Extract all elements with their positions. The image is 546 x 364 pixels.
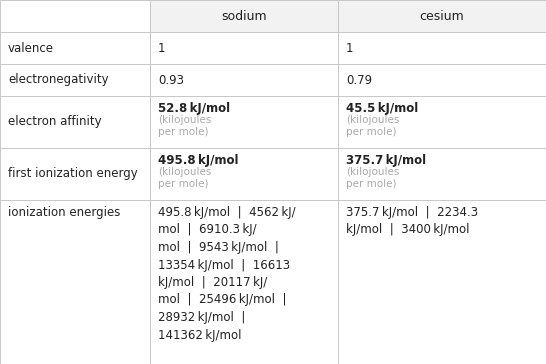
Text: ionization energies: ionization energies bbox=[8, 206, 120, 219]
Bar bbox=[338, 0, 546, 32]
Text: (kilojoules
per mole): (kilojoules per mole) bbox=[346, 167, 399, 189]
Bar bbox=[0, 64, 150, 96]
Bar bbox=[150, 148, 338, 200]
Text: 1: 1 bbox=[346, 41, 353, 55]
Bar bbox=[0, 148, 150, 200]
Bar bbox=[338, 200, 546, 364]
Bar bbox=[0, 96, 150, 148]
Text: 52.8 kJ/mol: 52.8 kJ/mol bbox=[158, 102, 230, 115]
Text: (kilojoules
per mole): (kilojoules per mole) bbox=[158, 115, 211, 136]
Bar bbox=[0, 32, 150, 64]
Text: (kilojoules
per mole): (kilojoules per mole) bbox=[346, 115, 399, 136]
Bar bbox=[150, 0, 338, 32]
Bar bbox=[338, 32, 546, 64]
Text: 495.8 kJ/mol: 495.8 kJ/mol bbox=[158, 154, 239, 167]
Text: cesium: cesium bbox=[420, 9, 465, 23]
Text: 495.8 kJ/mol  |  4562 kJ/
mol  |  6910.3 kJ/
mol  |  9543 kJ/mol  |
13354 kJ/mol: 495.8 kJ/mol | 4562 kJ/ mol | 6910.3 kJ/… bbox=[158, 206, 295, 341]
Text: 375.7 kJ/mol: 375.7 kJ/mol bbox=[346, 154, 426, 167]
Text: 0.79: 0.79 bbox=[346, 74, 372, 87]
Bar bbox=[150, 32, 338, 64]
Bar bbox=[338, 148, 546, 200]
Bar bbox=[338, 96, 546, 148]
Bar bbox=[0, 200, 150, 364]
Text: electron affinity: electron affinity bbox=[8, 115, 102, 128]
Text: 0.93: 0.93 bbox=[158, 74, 184, 87]
Text: electronegativity: electronegativity bbox=[8, 74, 109, 87]
Text: sodium: sodium bbox=[221, 9, 267, 23]
Text: valence: valence bbox=[8, 41, 54, 55]
Bar bbox=[150, 96, 338, 148]
Bar bbox=[150, 64, 338, 96]
Text: 45.5 kJ/mol: 45.5 kJ/mol bbox=[346, 102, 418, 115]
Bar bbox=[338, 64, 546, 96]
Text: (kilojoules
per mole): (kilojoules per mole) bbox=[158, 167, 211, 189]
Bar bbox=[0, 0, 150, 32]
Text: first ionization energy: first ionization energy bbox=[8, 167, 138, 181]
Bar bbox=[150, 200, 338, 364]
Text: 375.7 kJ/mol  |  2234.3
kJ/mol  |  3400 kJ/mol: 375.7 kJ/mol | 2234.3 kJ/mol | 3400 kJ/m… bbox=[346, 206, 478, 237]
Text: 1: 1 bbox=[158, 41, 165, 55]
